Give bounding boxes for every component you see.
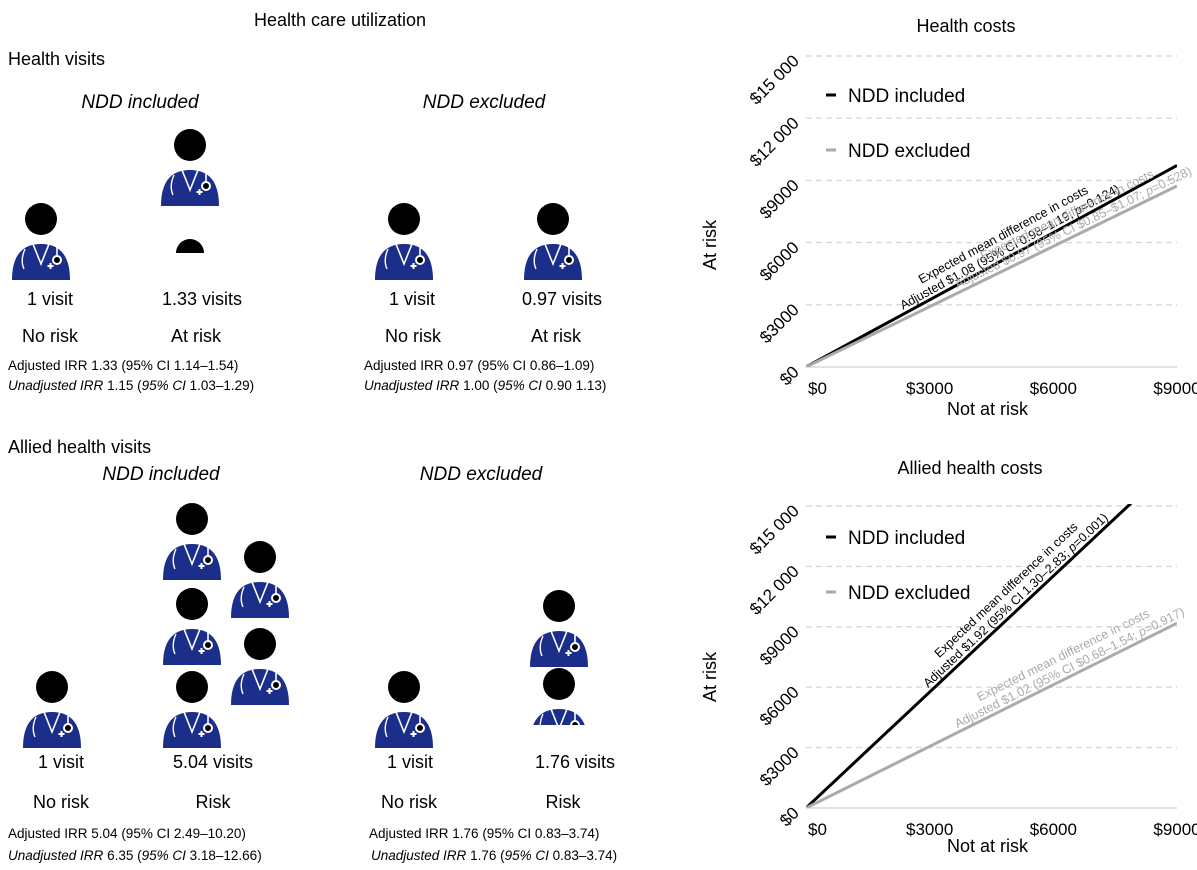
page-title: Health care utilization <box>253 10 427 30</box>
x-tick-label: $3000 <box>906 379 953 398</box>
allied-excluded-atrisk-group: Risk <box>545 792 581 812</box>
allied-excluded-atrisk-visits: 1.76 visits <box>534 752 616 772</box>
allied-excluded-adjusted-irr: Adjusted IRR 1.76 (95% CI 0.83–3.74) <box>369 826 600 841</box>
series-line-excluded <box>806 184 1177 367</box>
x-tick-label: $3000 <box>906 820 953 839</box>
annotation-line-1: Expected mean difference in costs <box>978 167 1156 263</box>
y-tick-label: $12 000 <box>746 114 803 171</box>
doctor-icon <box>20 668 84 748</box>
allied-included-adjusted-irr: Adjusted IRR 5.04 (95% CI 2.49–10.20) <box>8 826 246 841</box>
doctor-icon <box>521 200 585 280</box>
x-tick-label: $6000 <box>1030 820 1077 839</box>
series-annotation: Expected mean difference in costsAdjuste… <box>953 164 1194 291</box>
x-tick-label: $0 <box>808 820 827 839</box>
partial-doctor-icon <box>176 239 204 253</box>
x-tick-label: $9000 <box>1153 379 1197 398</box>
y-tick-label: $3000 <box>756 300 803 347</box>
x-tick-label: $0 <box>808 379 827 398</box>
legend-label: NDD excluded <box>848 141 971 162</box>
chart-title-allied-costs: Allied health costs <box>897 458 1043 478</box>
y-tick-label: $6000 <box>756 683 803 730</box>
allied-excluded-label: NDD excluded <box>419 464 543 485</box>
doctor-icon <box>228 625 292 705</box>
allied-included-unadjusted-irr: Unadjusted IRR 6.35 (95% CI 3.18–12.66) <box>8 848 262 863</box>
health-included-label: NDD included <box>81 92 199 113</box>
legend-label: NDD excluded <box>848 583 971 604</box>
series-line-excluded <box>806 621 1177 808</box>
y-axis-label: At risk <box>700 651 720 702</box>
chart-title-health-costs: Health costs <box>916 16 1016 36</box>
health-excluded-label: NDD excluded <box>422 92 546 113</box>
series-line-included <box>806 504 1133 808</box>
health-excluded-atrisk-visits: 0.97 visits <box>521 289 603 309</box>
y-tick-label: $15 000 <box>746 51 803 108</box>
allied-excluded-norisk-group: No risk <box>380 792 438 812</box>
legend-label: NDD included <box>848 86 965 107</box>
y-tick-label: $9000 <box>756 176 803 223</box>
health-included-unadjusted-irr: Unadjusted IRR 1.15 (95% CI 1.03–1.29) <box>8 378 255 393</box>
allied-excluded-unadjusted-irr: Unadjusted IRR 1.76 (95% CI 0.83–3.74) <box>371 848 618 863</box>
allied-costs-chart: $0$3000$6000$9000$12 000$15 000$0 $3000 $6… <box>700 501 1197 856</box>
doctor-icon <box>527 587 591 667</box>
health-excluded-norisk-group: No risk <box>384 326 442 346</box>
x-axis-label: Not at risk <box>947 836 1029 856</box>
health-excluded-unadjusted-irr: Unadjusted IRR 1.00 (95% CI 0.90 1.13) <box>364 378 607 393</box>
y-tick-label: $9000 <box>756 622 803 669</box>
doctor-icon <box>158 126 222 206</box>
series-line-included <box>806 164 1177 367</box>
health-costs-chart: $0 $3000 $6000 $9000 $12 000 $15 000 $0 $3000 $6… <box>700 51 1197 419</box>
health-visits-label: Health visits <box>8 49 106 69</box>
y-tick-label: $6000 <box>756 238 803 285</box>
allied-included-atrisk-visits: 5.04 visits <box>172 752 254 772</box>
health-included-atrisk-visits: 1.33 visits <box>161 289 243 309</box>
doctor-icon <box>372 668 436 748</box>
allied-included-norisk-visits: 1 visit <box>37 752 85 772</box>
x-tick-label: $9000 <box>1153 820 1197 839</box>
legend-label: NDD included <box>848 528 965 549</box>
health-included-norisk-visits: 1 visit <box>26 289 74 309</box>
y-axis-label: At risk <box>700 219 720 270</box>
y-tick-label: $12 000 <box>746 562 803 619</box>
health-excluded-norisk-visits: 1 visit <box>388 289 436 309</box>
allied-included-label: NDD included <box>102 464 220 485</box>
x-axis-label: Not at risk <box>947 399 1029 419</box>
allied-included-norisk-group: No risk <box>32 792 90 812</box>
allied-included-atrisk-group: Risk <box>195 792 231 812</box>
health-included-atrisk-group: At risk <box>170 326 222 346</box>
allied-visits-label: Allied health visits <box>8 437 152 457</box>
doctor-icon <box>372 200 436 280</box>
y-tick-label: $3000 <box>756 743 803 790</box>
doctor-icon <box>160 585 224 665</box>
doctor-icon <box>9 200 73 280</box>
doctor-icon <box>160 500 224 580</box>
doctor-icon <box>228 538 292 618</box>
health-included-adjusted-irr: Adjusted IRR 1.33 (95% CI 1.14–1.54) <box>8 358 239 373</box>
y-tick-label: $0 <box>776 803 803 830</box>
y-tick-label: $15 000 <box>746 501 803 558</box>
health-excluded-atrisk-group: At risk <box>530 326 582 346</box>
x-tick-label: $6000 <box>1030 379 1077 398</box>
health-excluded-adjusted-irr: Adjusted IRR 0.97 (95% CI 0.86–1.09) <box>364 358 595 373</box>
partial-doctor-icon <box>529 667 589 725</box>
health-included-norisk-group: No risk <box>21 326 79 346</box>
allied-excluded-norisk-visits: 1 visit <box>386 752 434 772</box>
y-tick-label: $0 <box>776 362 803 389</box>
annotation-line-2: Adjusted $0.97 (95% CI $0.85–$1.07; p=0.… <box>953 164 1194 291</box>
doctor-icon <box>160 668 224 748</box>
